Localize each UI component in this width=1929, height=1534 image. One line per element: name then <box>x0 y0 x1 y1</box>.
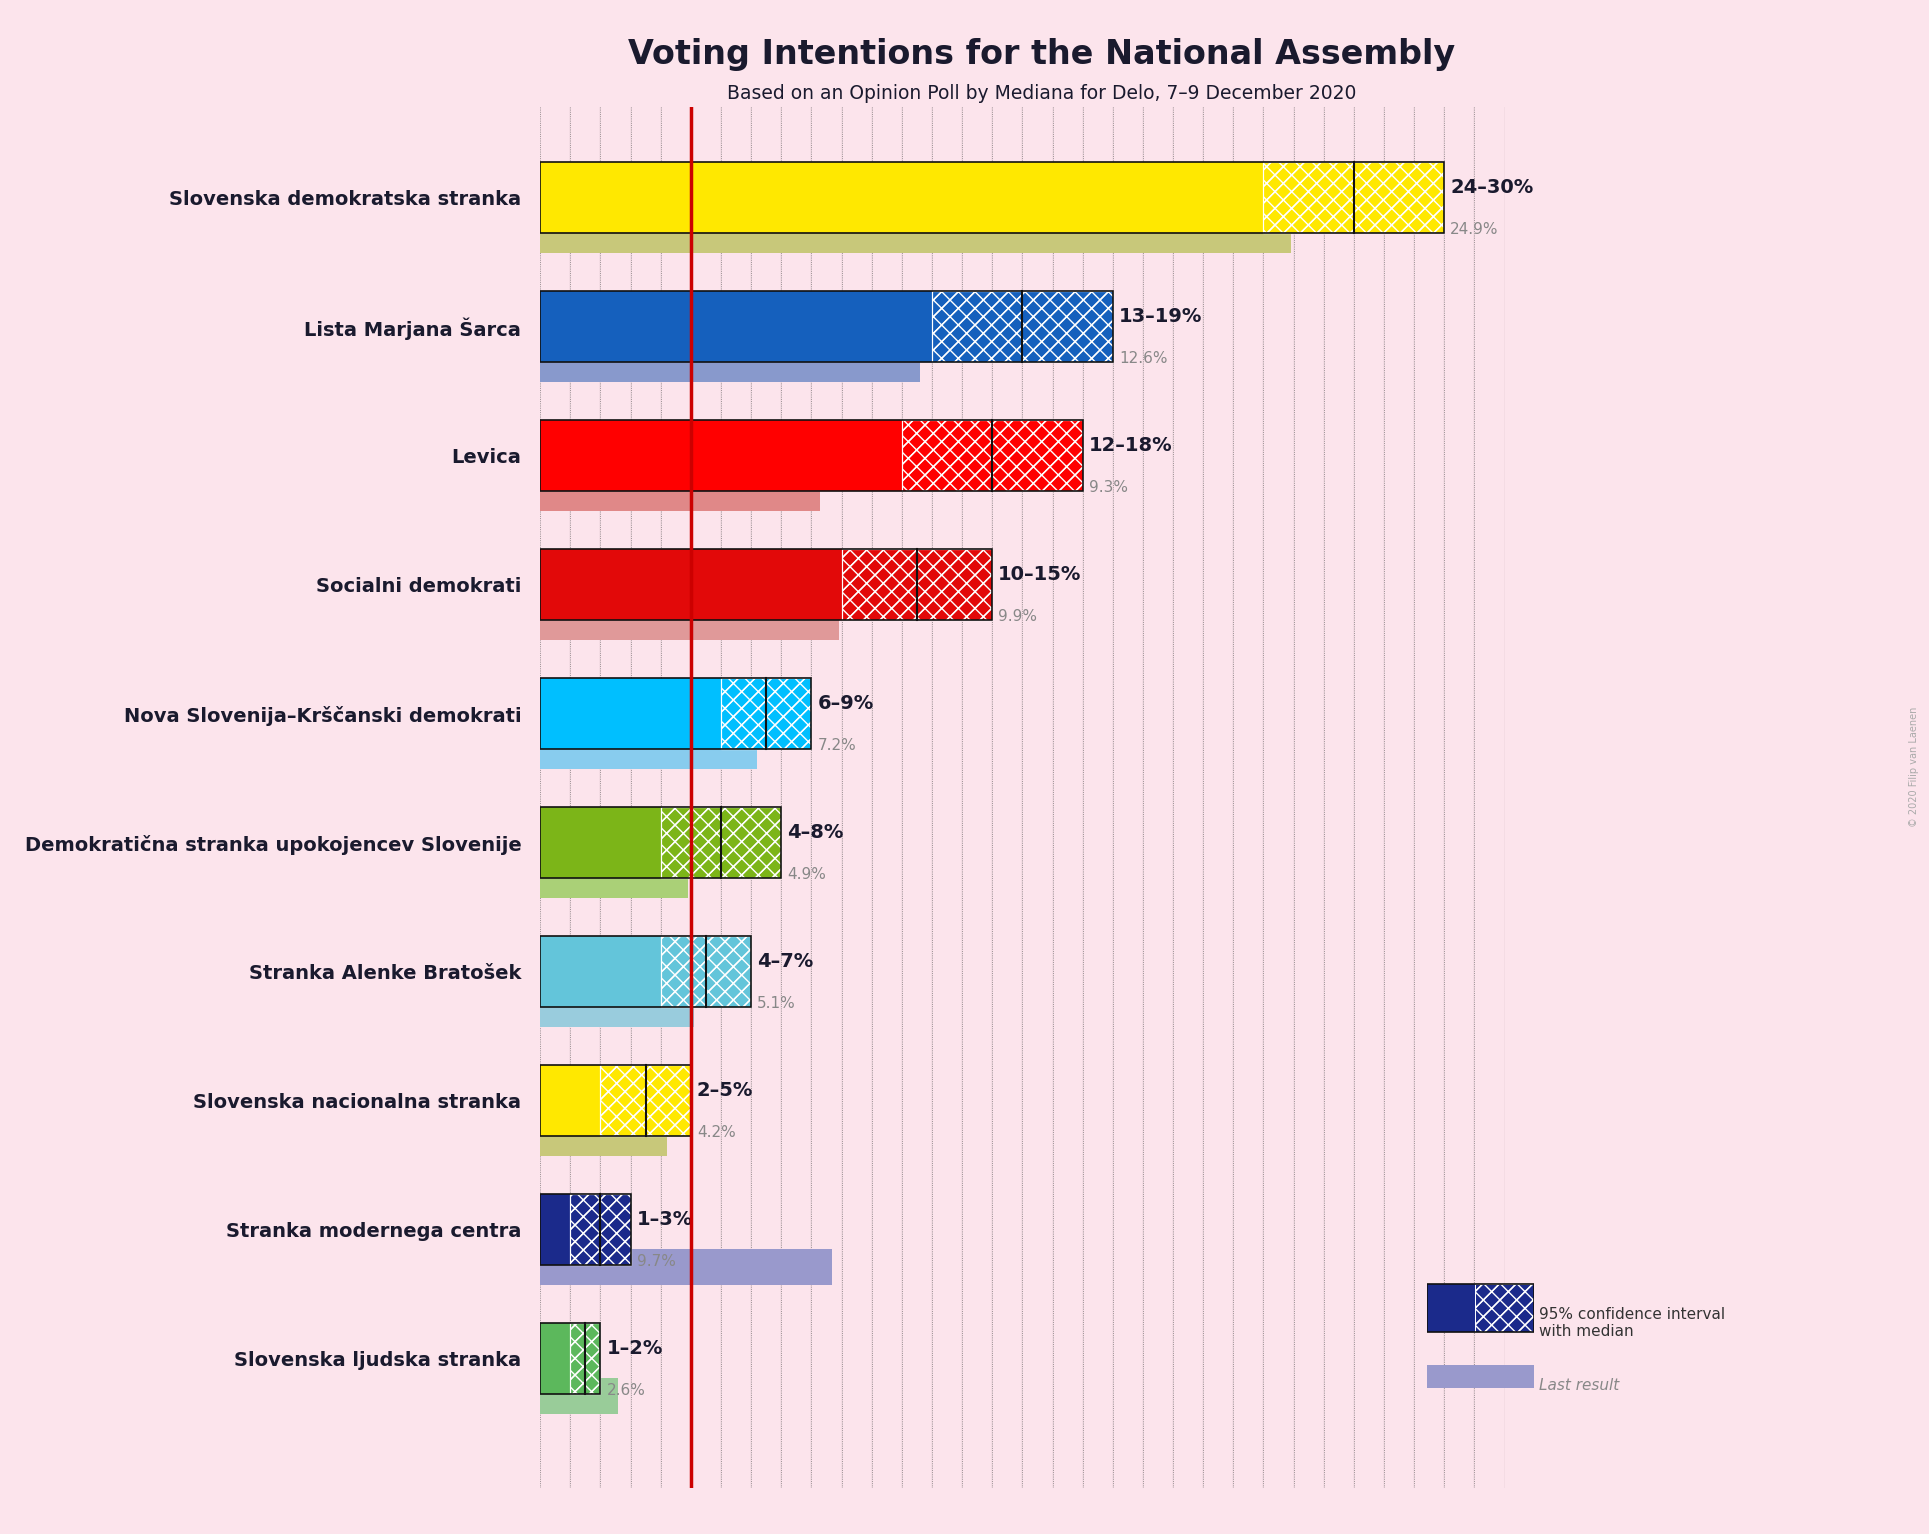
Bar <box>932 291 1113 362</box>
Bar <box>600 1066 691 1137</box>
Text: 5.1%: 5.1% <box>756 996 797 1011</box>
Bar <box>660 807 781 879</box>
Text: Last result: Last result <box>1539 1378 1620 1393</box>
Bar <box>660 936 750 1008</box>
Bar <box>1263 163 1445 233</box>
Bar <box>1476 1284 1534 1332</box>
Text: 1–2%: 1–2% <box>606 1339 664 1358</box>
Text: 4.9%: 4.9% <box>787 867 826 882</box>
Text: 9.3%: 9.3% <box>1088 480 1128 495</box>
Text: 7.2%: 7.2% <box>818 738 856 753</box>
Bar <box>571 1195 631 1266</box>
Bar <box>721 678 812 749</box>
Text: 95% confidence interval
with median: 95% confidence interval with median <box>1539 1307 1725 1339</box>
Bar <box>600 1066 691 1137</box>
Text: 24.9%: 24.9% <box>1451 222 1499 238</box>
Bar <box>903 420 1082 491</box>
Bar <box>571 1195 631 1266</box>
Bar <box>540 1324 571 1394</box>
Bar <box>660 807 781 879</box>
Bar <box>540 733 756 769</box>
Text: 9.9%: 9.9% <box>999 609 1038 624</box>
Bar <box>721 678 812 749</box>
Text: 12.6%: 12.6% <box>1119 351 1167 367</box>
Bar <box>1427 1365 1534 1388</box>
Bar <box>932 291 1113 362</box>
Bar <box>540 862 689 897</box>
Text: 2–5%: 2–5% <box>696 1081 752 1100</box>
Bar <box>571 1324 600 1394</box>
Bar <box>540 291 932 362</box>
Bar <box>660 807 781 879</box>
Bar <box>721 678 812 749</box>
Text: 9.7%: 9.7% <box>637 1255 675 1269</box>
Bar <box>571 1324 600 1394</box>
Bar <box>540 1195 571 1266</box>
Text: 4.2%: 4.2% <box>696 1126 735 1140</box>
Bar <box>660 936 750 1008</box>
Bar <box>1427 1284 1534 1332</box>
Text: 12–18%: 12–18% <box>1088 436 1173 454</box>
Bar <box>540 549 841 620</box>
Bar <box>571 1324 600 1394</box>
Bar <box>540 1249 833 1285</box>
Bar <box>903 420 1082 491</box>
Bar <box>932 291 1113 362</box>
Text: Voting Intentions for the National Assembly: Voting Intentions for the National Assem… <box>629 38 1454 72</box>
Bar <box>540 345 920 382</box>
Bar <box>540 991 694 1026</box>
Bar <box>540 1378 619 1414</box>
Bar <box>571 1195 631 1266</box>
Text: 24–30%: 24–30% <box>1451 178 1534 196</box>
Text: 2.6%: 2.6% <box>606 1384 646 1399</box>
Bar <box>540 936 660 1008</box>
Bar <box>1427 1284 1476 1332</box>
Bar <box>540 474 820 511</box>
Text: 1–3%: 1–3% <box>637 1210 693 1229</box>
Text: 13–19%: 13–19% <box>1119 307 1202 325</box>
Bar <box>841 549 992 620</box>
Bar <box>841 549 992 620</box>
Bar <box>903 420 1082 491</box>
Text: 6–9%: 6–9% <box>818 693 874 713</box>
Bar <box>660 936 750 1008</box>
Bar <box>600 1066 691 1137</box>
Bar <box>540 420 903 491</box>
Bar <box>540 163 1263 233</box>
Text: Based on an Opinion Poll by Mediana for Delo, 7–9 December 2020: Based on an Opinion Poll by Mediana for … <box>727 84 1356 103</box>
Bar <box>1263 163 1445 233</box>
Text: 4–7%: 4–7% <box>756 951 814 971</box>
Bar <box>841 549 992 620</box>
Bar <box>540 603 839 640</box>
Bar <box>1263 163 1445 233</box>
Bar <box>540 1120 667 1155</box>
Bar <box>540 807 660 879</box>
Bar <box>1476 1284 1534 1332</box>
Text: 10–15%: 10–15% <box>999 565 1082 583</box>
Text: © 2020 Filip van Laenen: © 2020 Filip van Laenen <box>1910 707 1919 827</box>
Bar <box>540 678 721 749</box>
Bar <box>540 216 1291 253</box>
Bar <box>540 1066 600 1137</box>
Text: 4–8%: 4–8% <box>787 822 843 842</box>
